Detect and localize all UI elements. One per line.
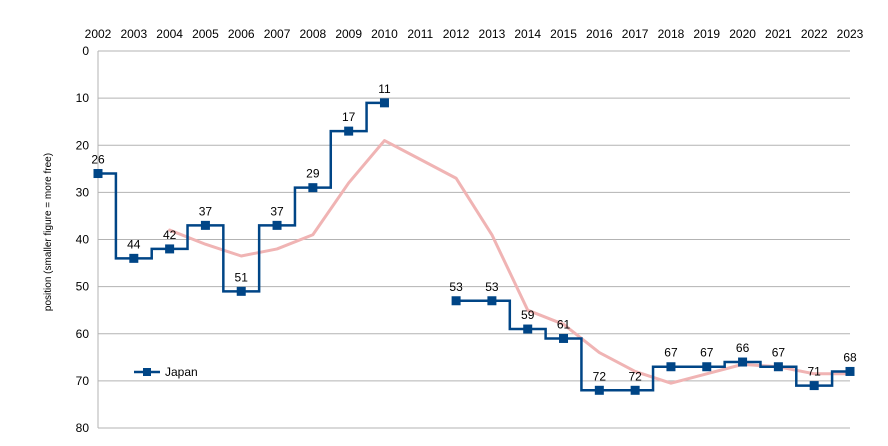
y-tick-0: 0	[82, 44, 89, 58]
y-axis-label: position (smaller figure = more free)	[43, 153, 54, 311]
japan-step-line-0	[98, 101, 385, 293]
japan-marker-2013	[487, 296, 497, 306]
data-label-2018: 67	[664, 346, 678, 360]
data-label-2014: 59	[521, 308, 535, 322]
japan-marker-2010	[379, 98, 389, 108]
japan-series	[93, 98, 855, 395]
x-tick-2006: 2006	[228, 27, 255, 41]
japan-step-line-1	[456, 299, 850, 392]
japan-marker-2003	[129, 253, 139, 263]
y-tick-20: 20	[76, 138, 90, 152]
x-tick-2018: 2018	[658, 27, 685, 41]
x-tick-2009: 2009	[335, 27, 362, 41]
data-label-2006: 51	[235, 270, 249, 284]
x-tick-2005: 2005	[192, 27, 219, 41]
legend: Japan	[134, 365, 198, 379]
x-tick-2021: 2021	[765, 27, 792, 41]
trend-line	[168, 139, 852, 385]
japan-marker-2006	[236, 286, 246, 296]
data-label-2020: 66	[736, 341, 750, 355]
japan-marker-2009	[344, 126, 354, 136]
data-labels: 26 44 42 37 51 37 29 17 11 53 53 59 61 72 72 67 67 66 67 71…	[91, 82, 857, 383]
data-label-2022: 71	[808, 365, 822, 379]
y-tick-80: 80	[76, 421, 90, 435]
japan-marker-2014	[523, 324, 533, 334]
data-label-2016: 72	[593, 369, 607, 383]
x-tick-2010: 2010	[371, 27, 398, 41]
japan-marker-2016	[594, 385, 604, 395]
x-tick-2002: 2002	[85, 27, 112, 41]
data-label-2008: 29	[306, 167, 320, 181]
data-label-2015: 61	[557, 317, 571, 331]
japan-marker-2007	[272, 220, 282, 230]
x-tick-2019: 2019	[693, 27, 720, 41]
japan-marker-2017	[630, 385, 640, 395]
japan-marker-2005	[200, 220, 210, 230]
japan-marker-2002	[93, 169, 103, 179]
x-tick-2013: 2013	[479, 27, 506, 41]
data-label-2019: 67	[700, 346, 714, 360]
x-tick-labels: 2002 2003 2004 2005 2006 2007 2008 2009 2010 2011…	[85, 27, 864, 41]
data-label-2013: 53	[485, 280, 499, 294]
x-tick-2003: 2003	[120, 27, 147, 41]
data-label-2021: 67	[772, 346, 786, 360]
legend-marker	[143, 368, 151, 376]
data-label-2007: 37	[270, 204, 284, 218]
y-tick-labels: 0 10 20 30 40 50 60 70 80	[76, 44, 90, 435]
x-tick-2015: 2015	[550, 27, 577, 41]
y-tick-10: 10	[76, 91, 90, 105]
y-tick-60: 60	[76, 327, 90, 341]
legend-label-japan: Japan	[165, 365, 198, 379]
japan-marker-2004	[165, 244, 175, 254]
data-label-2012: 53	[449, 280, 463, 294]
x-tick-2016: 2016	[586, 27, 613, 41]
japan-marker-2022	[809, 381, 819, 391]
japan-marker-2012	[451, 296, 461, 306]
data-label-2009: 17	[342, 110, 356, 124]
data-label-2023: 68	[843, 350, 857, 364]
x-tick-2012: 2012	[443, 27, 470, 41]
y-tick-30: 30	[76, 185, 90, 199]
japan-marker-2019	[702, 362, 712, 372]
japan-marker-2018	[666, 362, 676, 372]
data-label-2017: 72	[628, 369, 642, 383]
japan-marker-2023	[845, 366, 855, 376]
x-tick-2014: 2014	[514, 27, 541, 41]
data-label-2005: 37	[199, 204, 213, 218]
x-tick-2020: 2020	[729, 27, 756, 41]
y-tick-40: 40	[76, 233, 90, 247]
japan-marker-2015	[559, 333, 569, 343]
japan-marker-2020	[738, 357, 748, 367]
x-tick-2022: 2022	[801, 27, 828, 41]
trend-series	[168, 139, 852, 385]
data-label-2010: 11	[378, 82, 391, 96]
y-tick-50: 50	[76, 280, 90, 294]
x-tick-2008: 2008	[300, 27, 327, 41]
grid	[97, 50, 850, 429]
data-label-2003: 44	[127, 237, 141, 251]
japan-marker-2008	[308, 183, 318, 193]
x-tick-2017: 2017	[622, 27, 649, 41]
x-tick-2011: 2011	[407, 27, 433, 41]
data-label-2002: 26	[91, 153, 105, 167]
x-tick-2007: 2007	[264, 27, 291, 41]
x-tick-2023: 2023	[837, 27, 864, 41]
japan-marker-2021	[773, 362, 783, 372]
x-tick-2004: 2004	[156, 27, 183, 41]
y-tick-70: 70	[76, 374, 90, 388]
data-label-2004: 42	[163, 228, 177, 242]
